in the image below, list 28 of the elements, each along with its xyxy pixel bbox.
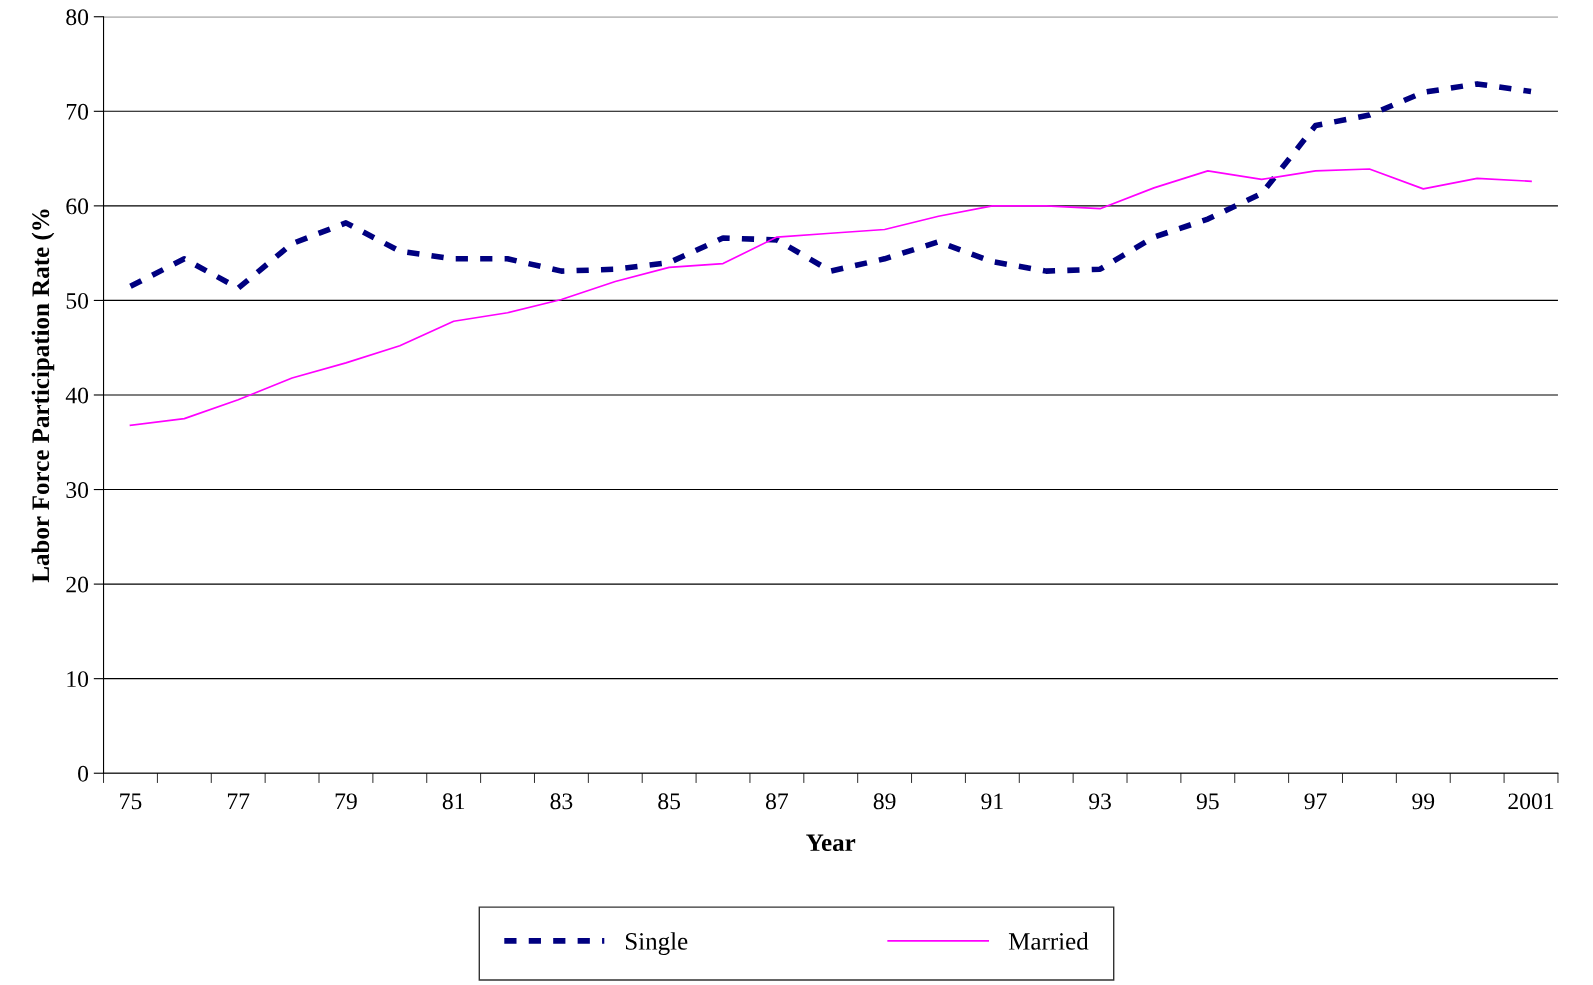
y-tick-label: 30 — [66, 482, 89, 498]
legend-label: Single — [625, 932, 688, 955]
x-tick-label: 81 — [442, 793, 465, 810]
y-tick-label: 70 — [66, 103, 89, 120]
y-tick-label: 60 — [66, 198, 89, 215]
x-tick-label: 75 — [120, 793, 142, 810]
line-series — [129, 168, 1532, 427]
x-tick-label: 99 — [1412, 793, 1435, 810]
x-tick-label: 87 — [765, 793, 789, 810]
x-tick-label: 89 — [873, 793, 896, 810]
y-axis-title: Labor Force Participation Rate (% — [31, 209, 55, 583]
x-tick-label: 93 — [1089, 793, 1111, 810]
x-tick-label: 2001 — [1508, 793, 1554, 810]
y-tick-label: 10 — [67, 671, 89, 688]
x-tick-label: 97 — [1304, 793, 1327, 810]
y-tick-label: 40 — [65, 387, 89, 404]
x-tick-label: 91 — [981, 793, 1003, 810]
x-tick-label: 83 — [550, 793, 573, 810]
y-tick-label: 50 — [66, 292, 89, 309]
legend-label: Married — [1008, 932, 1089, 950]
x-tick-label: 95 — [1196, 793, 1219, 810]
x-axis-title: Year — [806, 834, 856, 852]
y-tick-label: 80 — [66, 9, 89, 26]
x-tick-label: 77 — [227, 793, 250, 810]
y-tick-label: 20 — [66, 576, 89, 593]
x-tick-label: 79 — [335, 793, 357, 810]
x-tick-label: 85 — [658, 793, 681, 810]
y-tick-label: 0 — [78, 765, 89, 782]
